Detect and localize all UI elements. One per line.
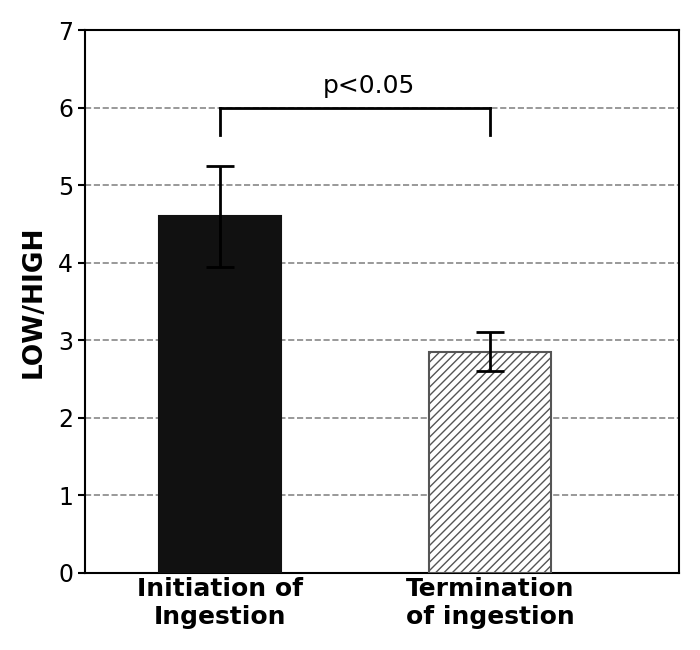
Y-axis label: LOW/HIGH: LOW/HIGH — [21, 225, 47, 378]
Text: p<0.05: p<0.05 — [323, 75, 414, 99]
Bar — [429, 352, 551, 573]
Bar — [160, 216, 281, 573]
